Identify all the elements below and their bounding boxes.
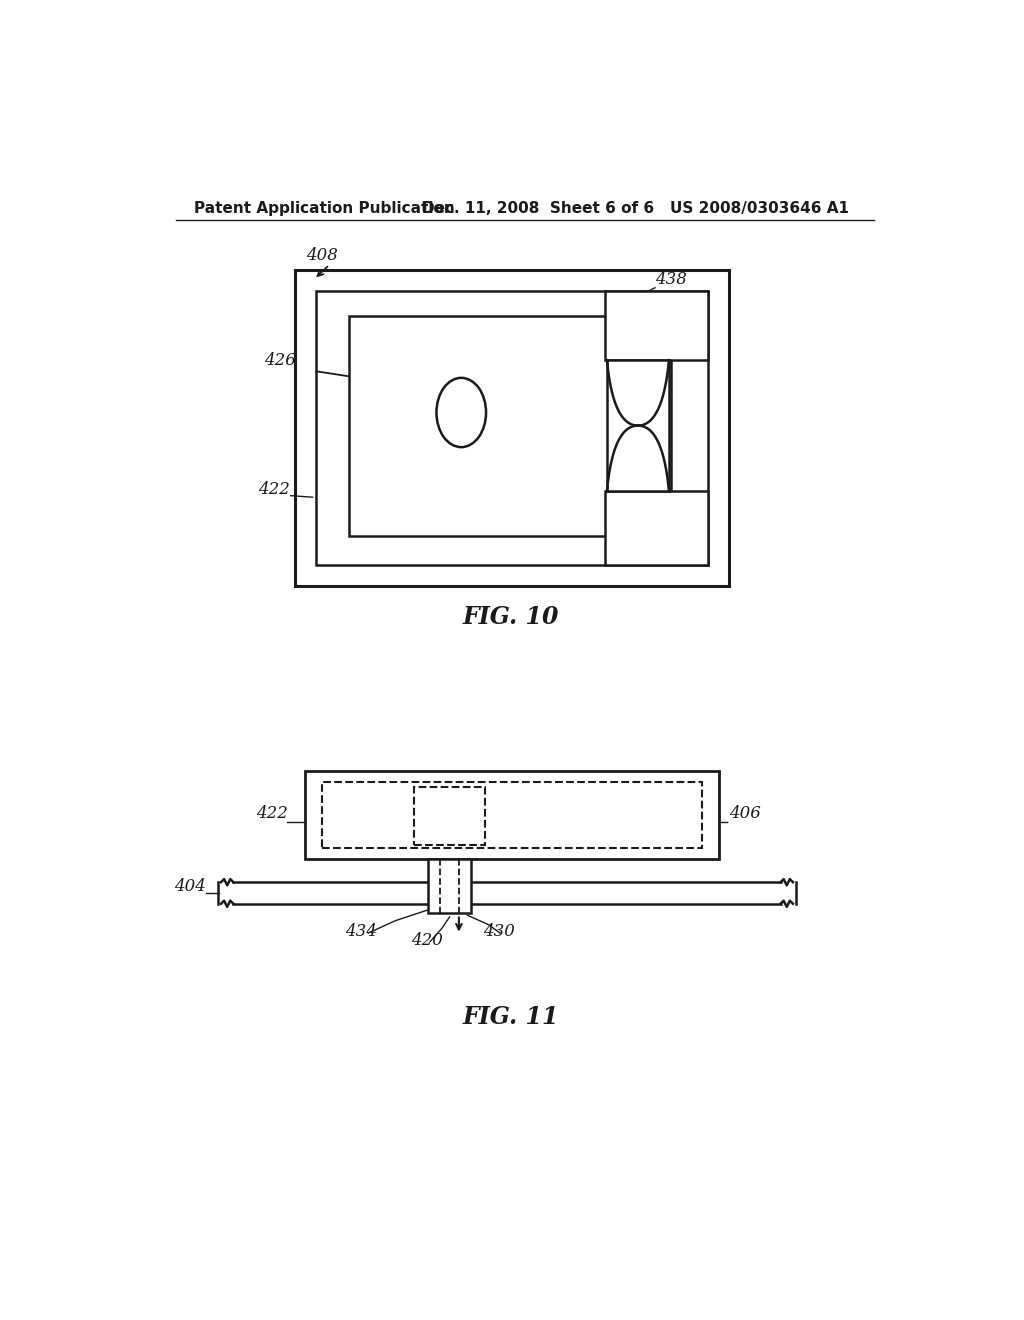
Text: 430: 430 [400,459,433,477]
Text: 418: 418 [539,524,570,541]
Text: Patent Application Publication: Patent Application Publication [194,201,455,216]
Bar [607,360,669,491]
Text: 434: 434 [345,923,377,940]
Text: 406: 406 [729,804,761,821]
Text: 422: 422 [256,804,288,821]
Text: 404: 404 [174,878,207,895]
Text: FIG. 10: FIG. 10 [463,605,559,628]
Bar [428,859,471,913]
Text: 408: 408 [306,247,338,264]
Text: 434: 434 [400,524,433,541]
Text: Dec. 11, 2008  Sheet 6 of 6: Dec. 11, 2008 Sheet 6 of 6 [423,201,654,216]
Bar [316,290,708,565]
Bar [305,771,719,859]
Bar [604,491,708,565]
Text: US 2008/0303646 A1: US 2008/0303646 A1 [671,201,850,216]
Text: 430: 430 [483,923,515,940]
Text: 428: 428 [473,524,505,541]
Ellipse shape [436,378,486,447]
Text: 426: 426 [263,351,296,368]
Bar [414,788,485,845]
Text: FIG. 11: FIG. 11 [463,1005,559,1030]
Text: 438: 438 [655,271,687,288]
Text: 422: 422 [258,480,290,498]
Bar [604,290,708,360]
Bar [349,317,671,536]
Bar [295,271,729,586]
Text: 420: 420 [411,932,442,949]
